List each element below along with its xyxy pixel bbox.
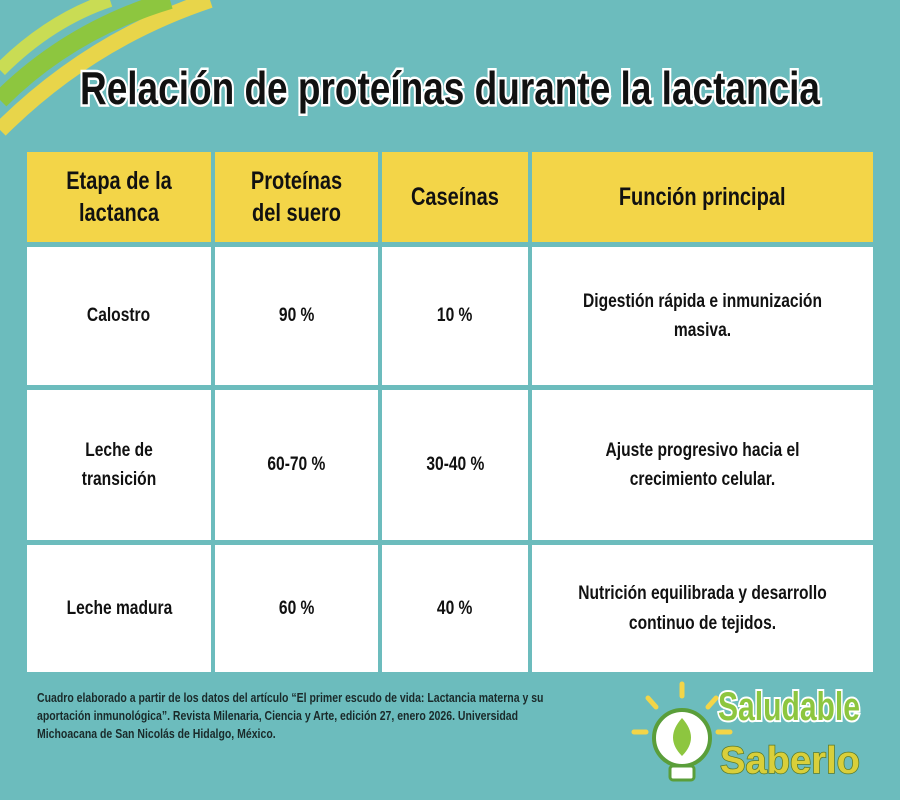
arc — [0, 0, 113, 75]
cell-text: 10 % — [437, 305, 473, 327]
cell-text: 60 % — [278, 597, 315, 619]
table-cell: Ajuste progresivo hacia el crecimiento c… — [532, 390, 873, 540]
cell-text: Leche madura — [66, 597, 172, 619]
header-cell: Etapa de la lactanca — [27, 152, 211, 242]
cell-text: Etapa de la lactanca — [66, 166, 172, 228]
table-cell: Calostro — [27, 247, 211, 385]
bulb-icon — [631, 681, 733, 782]
table-cell: 10 % — [382, 247, 528, 385]
cell-text: 90 % — [278, 305, 315, 327]
table-cell: 90 % — [215, 247, 378, 385]
table-cell: 60-70 % — [215, 390, 378, 540]
table-cell: Nutrición equilibrada y desarrollo conti… — [532, 545, 873, 672]
title-area: Relación de proteínas durante la lactanc… — [78, 60, 823, 117]
table-cell: 30-40 % — [382, 390, 528, 540]
cell-text: Calostro — [87, 305, 151, 327]
logo: Saludable Saberlo — [631, 681, 862, 783]
arc — [0, 0, 213, 136]
header-cell: Proteínas del suero — [215, 152, 378, 242]
table: Etapa de la lactanca Proteínas del suero C… — [27, 152, 873, 672]
table-cell: 60 % — [215, 545, 378, 672]
cell-text: 30-40 % — [425, 454, 485, 476]
cell-text: Nutrición equilibrada y desarrollo conti… — [578, 583, 827, 634]
arc — [0, 0, 173, 107]
decoration — [0, 0, 213, 136]
cell-text: Caseínas — [411, 182, 499, 211]
cell-text: Ajuste progresivo hacia el crecimiento c… — [605, 439, 800, 490]
table-cell: Leche de transición — [27, 390, 211, 540]
source-note: Cuadro elaborado a partir de los datos d… — [37, 691, 544, 741]
cell-text: 40 % — [437, 597, 473, 619]
table-cell: Leche madura — [27, 545, 211, 672]
cell-text: Digestión rápida e inmunización masiva. — [583, 290, 822, 341]
logo-text: Saberlo — [720, 740, 860, 782]
cell-text: Leche de transición — [81, 439, 157, 490]
title: Relación de proteínas durante la lactanc… — [80, 62, 820, 114]
header-cell: Función principal — [532, 152, 873, 242]
cell-text: 60-70 % — [267, 454, 326, 476]
logo-text: Saludable — [718, 685, 860, 729]
cell-text: Función principal — [619, 182, 786, 211]
cell-text: Proteínas del suero — [250, 166, 343, 228]
table-cell: Digestión rápida e inmunización masiva. — [532, 247, 873, 385]
table-cell: 40 % — [382, 545, 528, 672]
header-cell: Caseínas — [382, 152, 528, 242]
